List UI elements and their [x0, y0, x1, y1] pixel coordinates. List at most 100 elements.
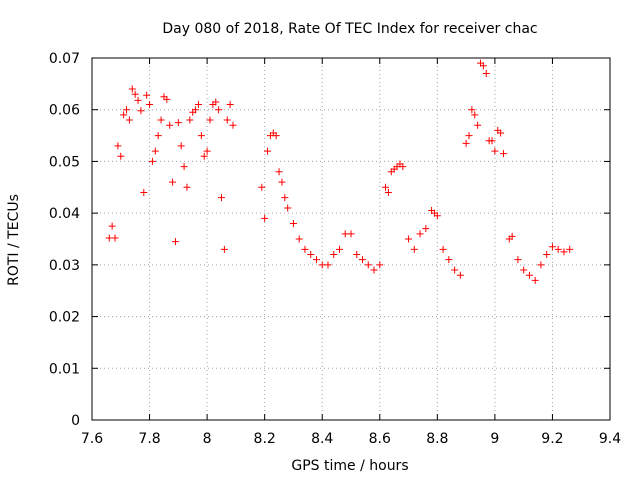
- data-point: [543, 251, 551, 259]
- data-point: [474, 121, 482, 129]
- data-point: [218, 194, 225, 202]
- y-tick-label: 0.02: [49, 310, 80, 326]
- data-point: [258, 183, 266, 191]
- data-point: [212, 98, 220, 106]
- x-tick-label: 8.4: [311, 431, 333, 447]
- data-point: [169, 178, 177, 186]
- data-point: [226, 101, 234, 109]
- data-point: [261, 214, 269, 222]
- data-point: [312, 256, 320, 264]
- data-point: [151, 147, 159, 155]
- data-point: [206, 116, 214, 124]
- data-point: [192, 106, 200, 114]
- data-point: [111, 234, 119, 242]
- data-point: [108, 222, 116, 230]
- data-point: [525, 271, 533, 279]
- data-point: [520, 266, 528, 274]
- x-tick-label: 7.8: [138, 431, 160, 447]
- x-tick-label: 8.8: [426, 431, 448, 447]
- y-tick-label: 0.04: [49, 206, 80, 222]
- data-point: [531, 276, 539, 284]
- data-point: [278, 178, 286, 186]
- data-point: [353, 251, 361, 259]
- data-point: [566, 245, 574, 253]
- data-point: [117, 152, 125, 160]
- data-point: [471, 111, 479, 119]
- data-point: [128, 85, 136, 93]
- data-point: [215, 106, 223, 114]
- data-point: [180, 163, 188, 171]
- data-point: [154, 132, 162, 140]
- y-axis-label: ROTI / TECUs: [6, 194, 22, 286]
- y-tick-label: 0.03: [49, 258, 80, 274]
- x-tick-label: 9.2: [541, 431, 563, 447]
- data-point: [456, 271, 464, 279]
- data-point: [382, 183, 390, 191]
- y-tick-label: 0.06: [49, 103, 80, 119]
- data-point: [405, 235, 413, 243]
- data-point: [143, 91, 151, 99]
- y-tick-label: 0: [71, 413, 80, 429]
- data-point: [451, 266, 459, 274]
- data-point: [324, 261, 332, 269]
- x-tick-label: 9: [490, 431, 499, 447]
- data-point: [146, 101, 154, 109]
- data-point: [183, 183, 191, 191]
- data-point: [174, 119, 182, 127]
- data-point: [468, 106, 476, 114]
- data-point: [120, 111, 128, 119]
- data-point: [554, 245, 562, 253]
- data-point: [171, 238, 179, 246]
- data-point: [433, 212, 441, 220]
- chart-title: Day 080 of 2018, Rate Of TEC Index for r…: [162, 21, 537, 37]
- data-point: [384, 188, 392, 196]
- data-points: [105, 59, 574, 284]
- data-point: [123, 106, 131, 114]
- data-point: [264, 147, 272, 155]
- data-point: [359, 256, 367, 264]
- data-point: [479, 62, 487, 70]
- data-point: [497, 129, 505, 137]
- data-point: [548, 243, 556, 251]
- data-point: [275, 168, 283, 176]
- data-point: [508, 232, 516, 240]
- data-point: [537, 261, 545, 269]
- data-point: [488, 137, 496, 145]
- data-point: [137, 107, 145, 115]
- data-point: [131, 90, 139, 98]
- data-point: [163, 95, 171, 103]
- grid-layer: [92, 58, 610, 420]
- data-point: [197, 132, 205, 140]
- data-point: [203, 147, 211, 155]
- data-point: [289, 219, 297, 227]
- data-point: [370, 266, 378, 274]
- x-tick-label: 8.2: [254, 431, 276, 447]
- data-point: [330, 251, 338, 259]
- tick-labels: 7.6 7.8 8 8.2 8.4 8.6 8.8 9 9.2 9.4 0 0.01 0.02 0.03 0…: [49, 51, 621, 447]
- data-point: [410, 245, 418, 253]
- data-point: [220, 245, 228, 253]
- data-point: [272, 132, 280, 140]
- data-point: [177, 142, 185, 150]
- plot-frame: [91, 57, 611, 421]
- data-point: [194, 101, 202, 109]
- data-point: [347, 230, 355, 238]
- data-point: [148, 157, 156, 165]
- data-point: [500, 150, 508, 158]
- data-point: [491, 147, 499, 155]
- data-point: [416, 230, 424, 238]
- data-point: [125, 116, 133, 124]
- x-tick-label: 8: [203, 431, 212, 447]
- data-point: [482, 70, 490, 78]
- y-tick-label: 0.01: [49, 361, 80, 377]
- data-point: [166, 121, 174, 129]
- data-point: [399, 163, 407, 171]
- data-point: [200, 152, 208, 160]
- data-point: [376, 261, 384, 269]
- data-point: [134, 96, 142, 104]
- y-tick-label: 0.05: [49, 154, 80, 170]
- y-tick-label: 0.07: [49, 51, 80, 67]
- x-tick-label: 9.4: [599, 431, 621, 447]
